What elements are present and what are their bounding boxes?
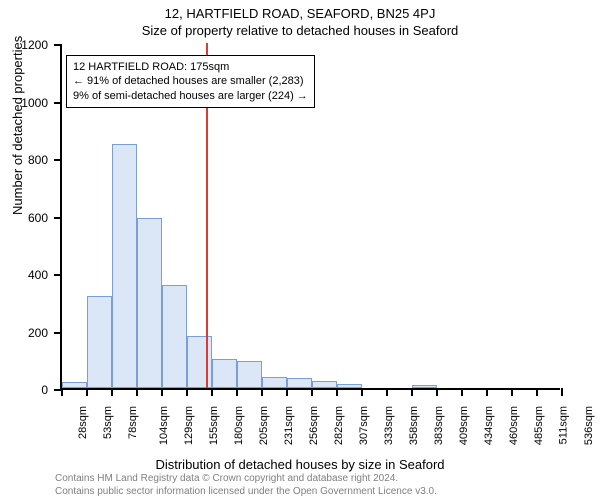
x-tick-label: 129sqm (183, 406, 195, 445)
x-tick-label: 536sqm (583, 406, 595, 445)
x-tick-label: 155sqm (208, 406, 220, 445)
x-tick (236, 388, 238, 396)
x-tick (361, 388, 363, 396)
x-tick (111, 388, 113, 396)
x-tick (136, 388, 138, 396)
x-tick (286, 388, 288, 396)
x-tick-label: 358sqm (408, 406, 420, 445)
x-tick-label: 307sqm (358, 406, 370, 445)
y-tick-label: 800 (8, 153, 48, 167)
x-tick-label: 28sqm (77, 406, 89, 439)
x-tick-label: 256sqm (308, 406, 320, 445)
footer: Contains HM Land Registry data © Crown c… (55, 472, 437, 498)
x-tick (486, 388, 488, 396)
y-tick (54, 217, 62, 219)
y-tick-label: 400 (8, 268, 48, 282)
x-tick (211, 388, 213, 396)
footer-line1: Contains HM Land Registry data © Crown c… (55, 472, 437, 485)
x-tick-label: 78sqm (127, 406, 139, 439)
x-tick (561, 388, 563, 396)
histogram-bar (337, 384, 362, 388)
x-tick-label: 205sqm (258, 406, 270, 445)
chart-title-sub: Size of property relative to detached ho… (0, 21, 600, 38)
x-tick (436, 388, 438, 396)
histogram-bar (162, 285, 187, 389)
annotation-line3: 9% of semi-detached houses are larger (2… (73, 89, 308, 103)
x-tick-label: 282sqm (333, 406, 345, 445)
x-tick (61, 388, 63, 396)
histogram-bar (87, 296, 112, 388)
histogram-bar (262, 377, 287, 389)
footer-line2: Contains public sector information licen… (55, 485, 437, 498)
x-tick (86, 388, 88, 396)
x-tick (311, 388, 313, 396)
chart-container: 12 HARTFIELD ROAD: 175sqm ← 91% of detac… (60, 45, 560, 390)
y-tick (54, 102, 62, 104)
x-tick (386, 388, 388, 396)
x-tick (336, 388, 338, 396)
x-tick-label: 409sqm (458, 406, 470, 445)
histogram-bar (137, 218, 162, 388)
x-tick-label: 485sqm (533, 406, 545, 445)
y-tick-label: 0 (8, 383, 48, 397)
x-tick-label: 231sqm (283, 406, 295, 445)
y-tick-label: 1000 (8, 96, 48, 110)
histogram-bar (187, 336, 212, 388)
annotation-line2: ← 91% of detached houses are smaller (2,… (73, 74, 308, 88)
y-tick-label: 200 (8, 326, 48, 340)
histogram-bar (112, 144, 137, 388)
histogram-bar (237, 361, 262, 388)
x-tick-label: 180sqm (233, 406, 245, 445)
x-tick-label: 104sqm (158, 406, 170, 445)
x-tick (186, 388, 188, 396)
x-axis-title: Distribution of detached houses by size … (0, 457, 600, 472)
x-tick-label: 434sqm (483, 406, 495, 445)
y-tick (54, 332, 62, 334)
y-tick-label: 600 (8, 211, 48, 225)
x-tick-label: 53sqm (102, 406, 114, 439)
x-tick (411, 388, 413, 396)
chart-title-main: 12, HARTFIELD ROAD, SEAFORD, BN25 4PJ (0, 0, 600, 21)
y-tick (54, 274, 62, 276)
y-tick (54, 159, 62, 161)
x-tick (261, 388, 263, 396)
x-tick (536, 388, 538, 396)
histogram-bar (62, 382, 87, 388)
y-axis-title: Number of detached properties (10, 36, 25, 215)
y-tick-label: 1200 (8, 38, 48, 52)
histogram-bar (312, 381, 337, 388)
y-tick (54, 44, 62, 46)
histogram-bar (412, 385, 437, 388)
x-tick-label: 511sqm (557, 406, 569, 444)
histogram-bar (287, 378, 312, 388)
annotation-box: 12 HARTFIELD ROAD: 175sqm ← 91% of detac… (66, 55, 315, 108)
x-tick-label: 333sqm (383, 406, 395, 445)
x-tick (461, 388, 463, 396)
x-tick-label: 383sqm (433, 406, 445, 445)
x-tick-label: 460sqm (508, 406, 520, 445)
x-tick (511, 388, 513, 396)
x-tick (161, 388, 163, 396)
annotation-line1: 12 HARTFIELD ROAD: 175sqm (73, 60, 308, 74)
histogram-bar (212, 359, 237, 388)
